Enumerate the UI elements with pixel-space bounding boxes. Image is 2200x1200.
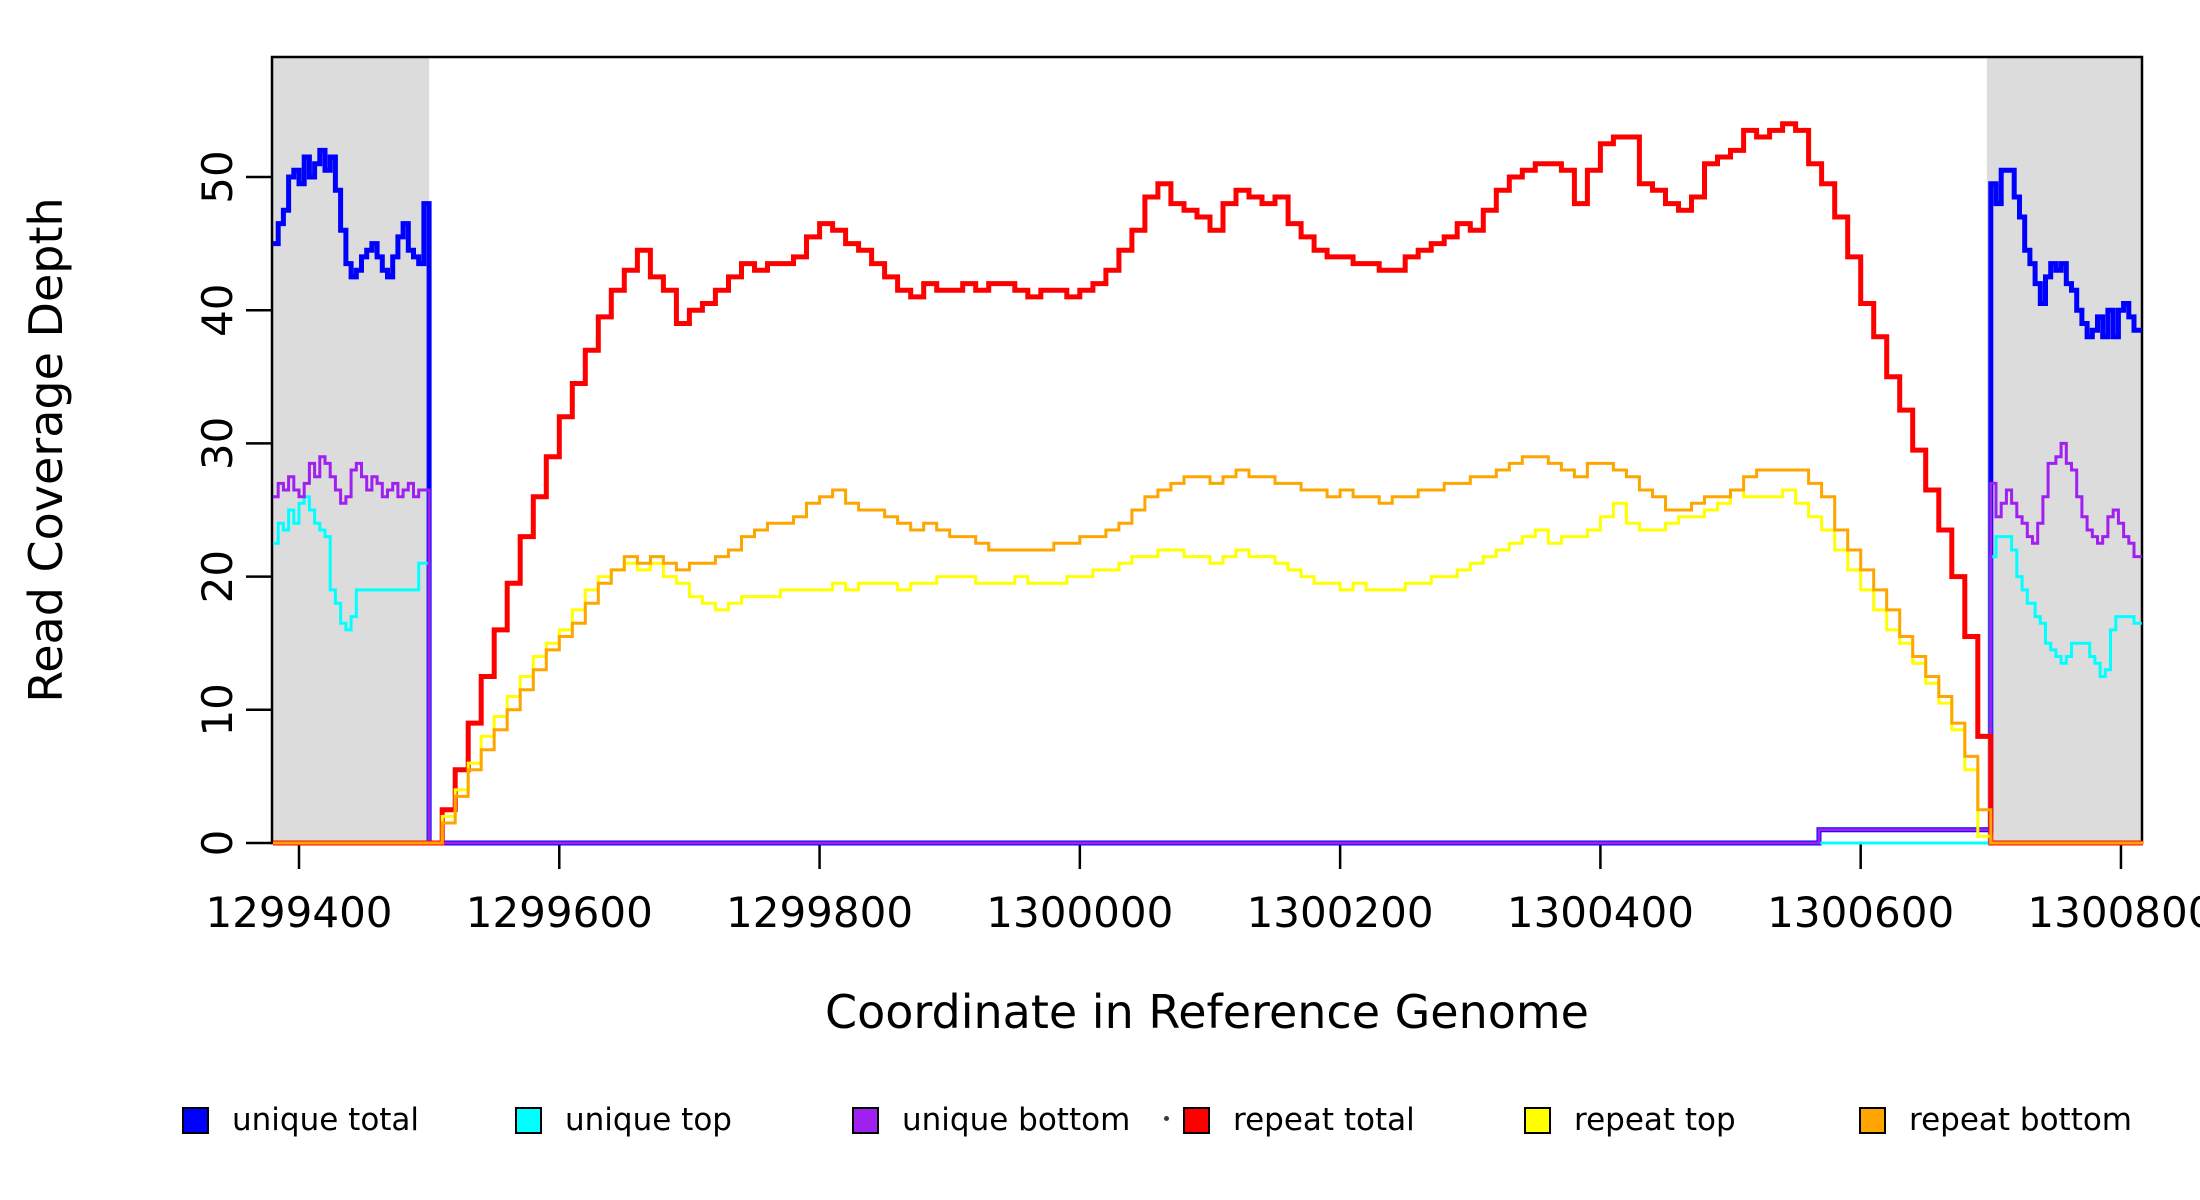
legend-label: repeat total (1233, 1102, 1415, 1138)
series-repeat-top (273, 488, 2143, 845)
legend-label: unique top (565, 1102, 732, 1138)
x-tick-label: 1299400 (205, 888, 392, 937)
legend-item-repeat-bottom: repeat bottom (1859, 1100, 2132, 1140)
axes-layer: 1299400 1299600 1299800 1300000 1300200 13004… (193, 55, 2200, 937)
legend-item-repeat-top: repeat top (1524, 1100, 1736, 1140)
x-tick-label: 1300400 (1507, 888, 1694, 937)
legend-swatch-unique-total (182, 1106, 209, 1134)
series-unique-total (273, 147, 2142, 846)
legend-label: repeat bottom (1909, 1102, 2133, 1138)
y-tick-label: 40 (193, 283, 242, 336)
legend-item-repeat-total: repeat total (1183, 1100, 1415, 1140)
y-tick-label: 0 (193, 830, 242, 857)
y-tick-label: 20 (193, 550, 242, 603)
legend-item-unique-total: unique total (182, 1100, 419, 1140)
y-tick-label: 10 (193, 683, 242, 736)
series-repeat-total (273, 121, 2143, 846)
x-tick-label: 1300200 (1247, 888, 1434, 937)
plot-border (270, 55, 2144, 845)
legend-swatch-repeat-total (1183, 1106, 1210, 1134)
series-unique-top (273, 495, 2142, 845)
legend-label: unique bottom (902, 1102, 1131, 1138)
x-axis-title: Coordinate in Reference Genome (825, 985, 1589, 1039)
legend-swatch-repeat-top (1524, 1106, 1551, 1134)
x-tick-label: 1300600 (1767, 888, 1954, 937)
legend-swatch-unique-top (515, 1106, 542, 1134)
shaded-region-left-flank (272, 58, 430, 843)
x-tick-label: 1299800 (726, 888, 913, 937)
shaded-region-right-flank (1986, 58, 2142, 843)
y-tick-label: 30 (193, 417, 242, 470)
series-layer (273, 121, 2143, 846)
legend-swatch-unique-bottom (852, 1106, 879, 1134)
series-repeat-bottom (273, 455, 2143, 845)
legend-item-unique-bottom: unique bottom (852, 1100, 1130, 1140)
flank-shading-layer (272, 58, 2142, 843)
legend-item-unique-top: unique top (515, 1100, 732, 1140)
legend-label: repeat top (1574, 1102, 1736, 1138)
y-axis-title: Read Coverage Depth (19, 197, 73, 702)
x-tick-label: 1300800 (2027, 888, 2200, 937)
y-tick-label: 50 (193, 150, 242, 203)
x-tick-label: 1299600 (466, 888, 653, 937)
legend-swatch-repeat-bottom (1859, 1106, 1886, 1134)
stray-dot (1164, 1116, 1169, 1121)
x-tick-label: 1300000 (986, 888, 1173, 937)
legend-label: unique total (232, 1102, 420, 1138)
